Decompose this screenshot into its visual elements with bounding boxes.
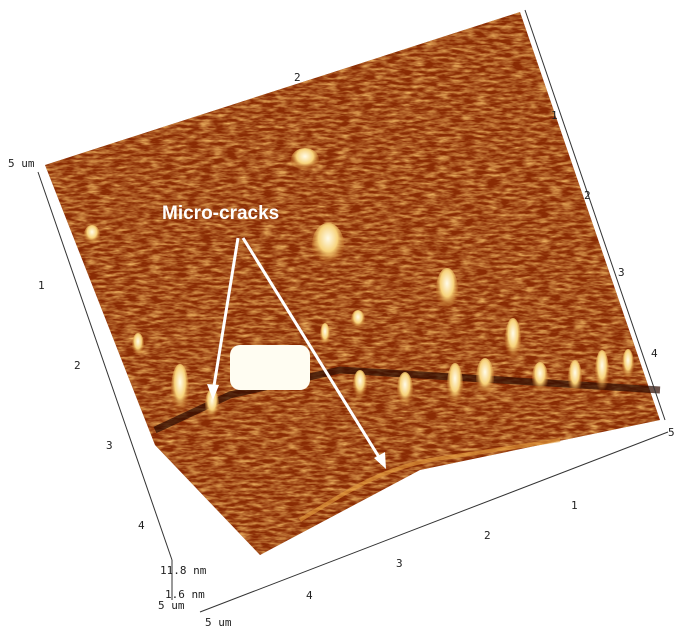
axes (37, 9, 669, 613)
annotation-text: Micro-cracks (162, 203, 279, 224)
bottom-tick: 4 (306, 589, 313, 602)
left-tick: 4 (138, 519, 145, 532)
right-tick: 2 (584, 189, 591, 202)
z-scale: 5 um (158, 599, 185, 612)
bottom-tick: 2 (484, 529, 491, 542)
right-axis (524, 9, 666, 421)
arrow (241, 237, 384, 463)
left-tick: 3 (106, 439, 113, 452)
left-tick: 2 (74, 359, 81, 372)
top-tick: 2 (294, 71, 301, 84)
left-end-label: 5 um (8, 157, 35, 170)
arrowhead (207, 384, 219, 400)
bottom-tick: 3 (396, 557, 403, 570)
bottom-axis (199, 431, 669, 613)
right-tick: 4 (651, 347, 658, 360)
arrowhead (374, 452, 386, 469)
right-tick: 3 (618, 266, 625, 279)
bottom-corner-label: 5 um (205, 616, 232, 629)
right-tick: 1 (551, 109, 558, 122)
z-max: 11.8 nm (160, 564, 207, 577)
bottom-end-label: 5 (668, 426, 675, 439)
annotation: Micro-cracks (162, 203, 386, 469)
arrow (211, 237, 240, 393)
surface (45, 12, 661, 555)
labels: 5 um 1 2 3 4 4 3 2 1 5 1 2 3 4 2 11.8 nm… (8, 71, 675, 629)
left-tick: 1 (38, 279, 45, 292)
left-axis (37, 171, 173, 561)
bottom-tick: 1 (571, 499, 578, 512)
z-min: 1.6 nm (165, 588, 205, 601)
